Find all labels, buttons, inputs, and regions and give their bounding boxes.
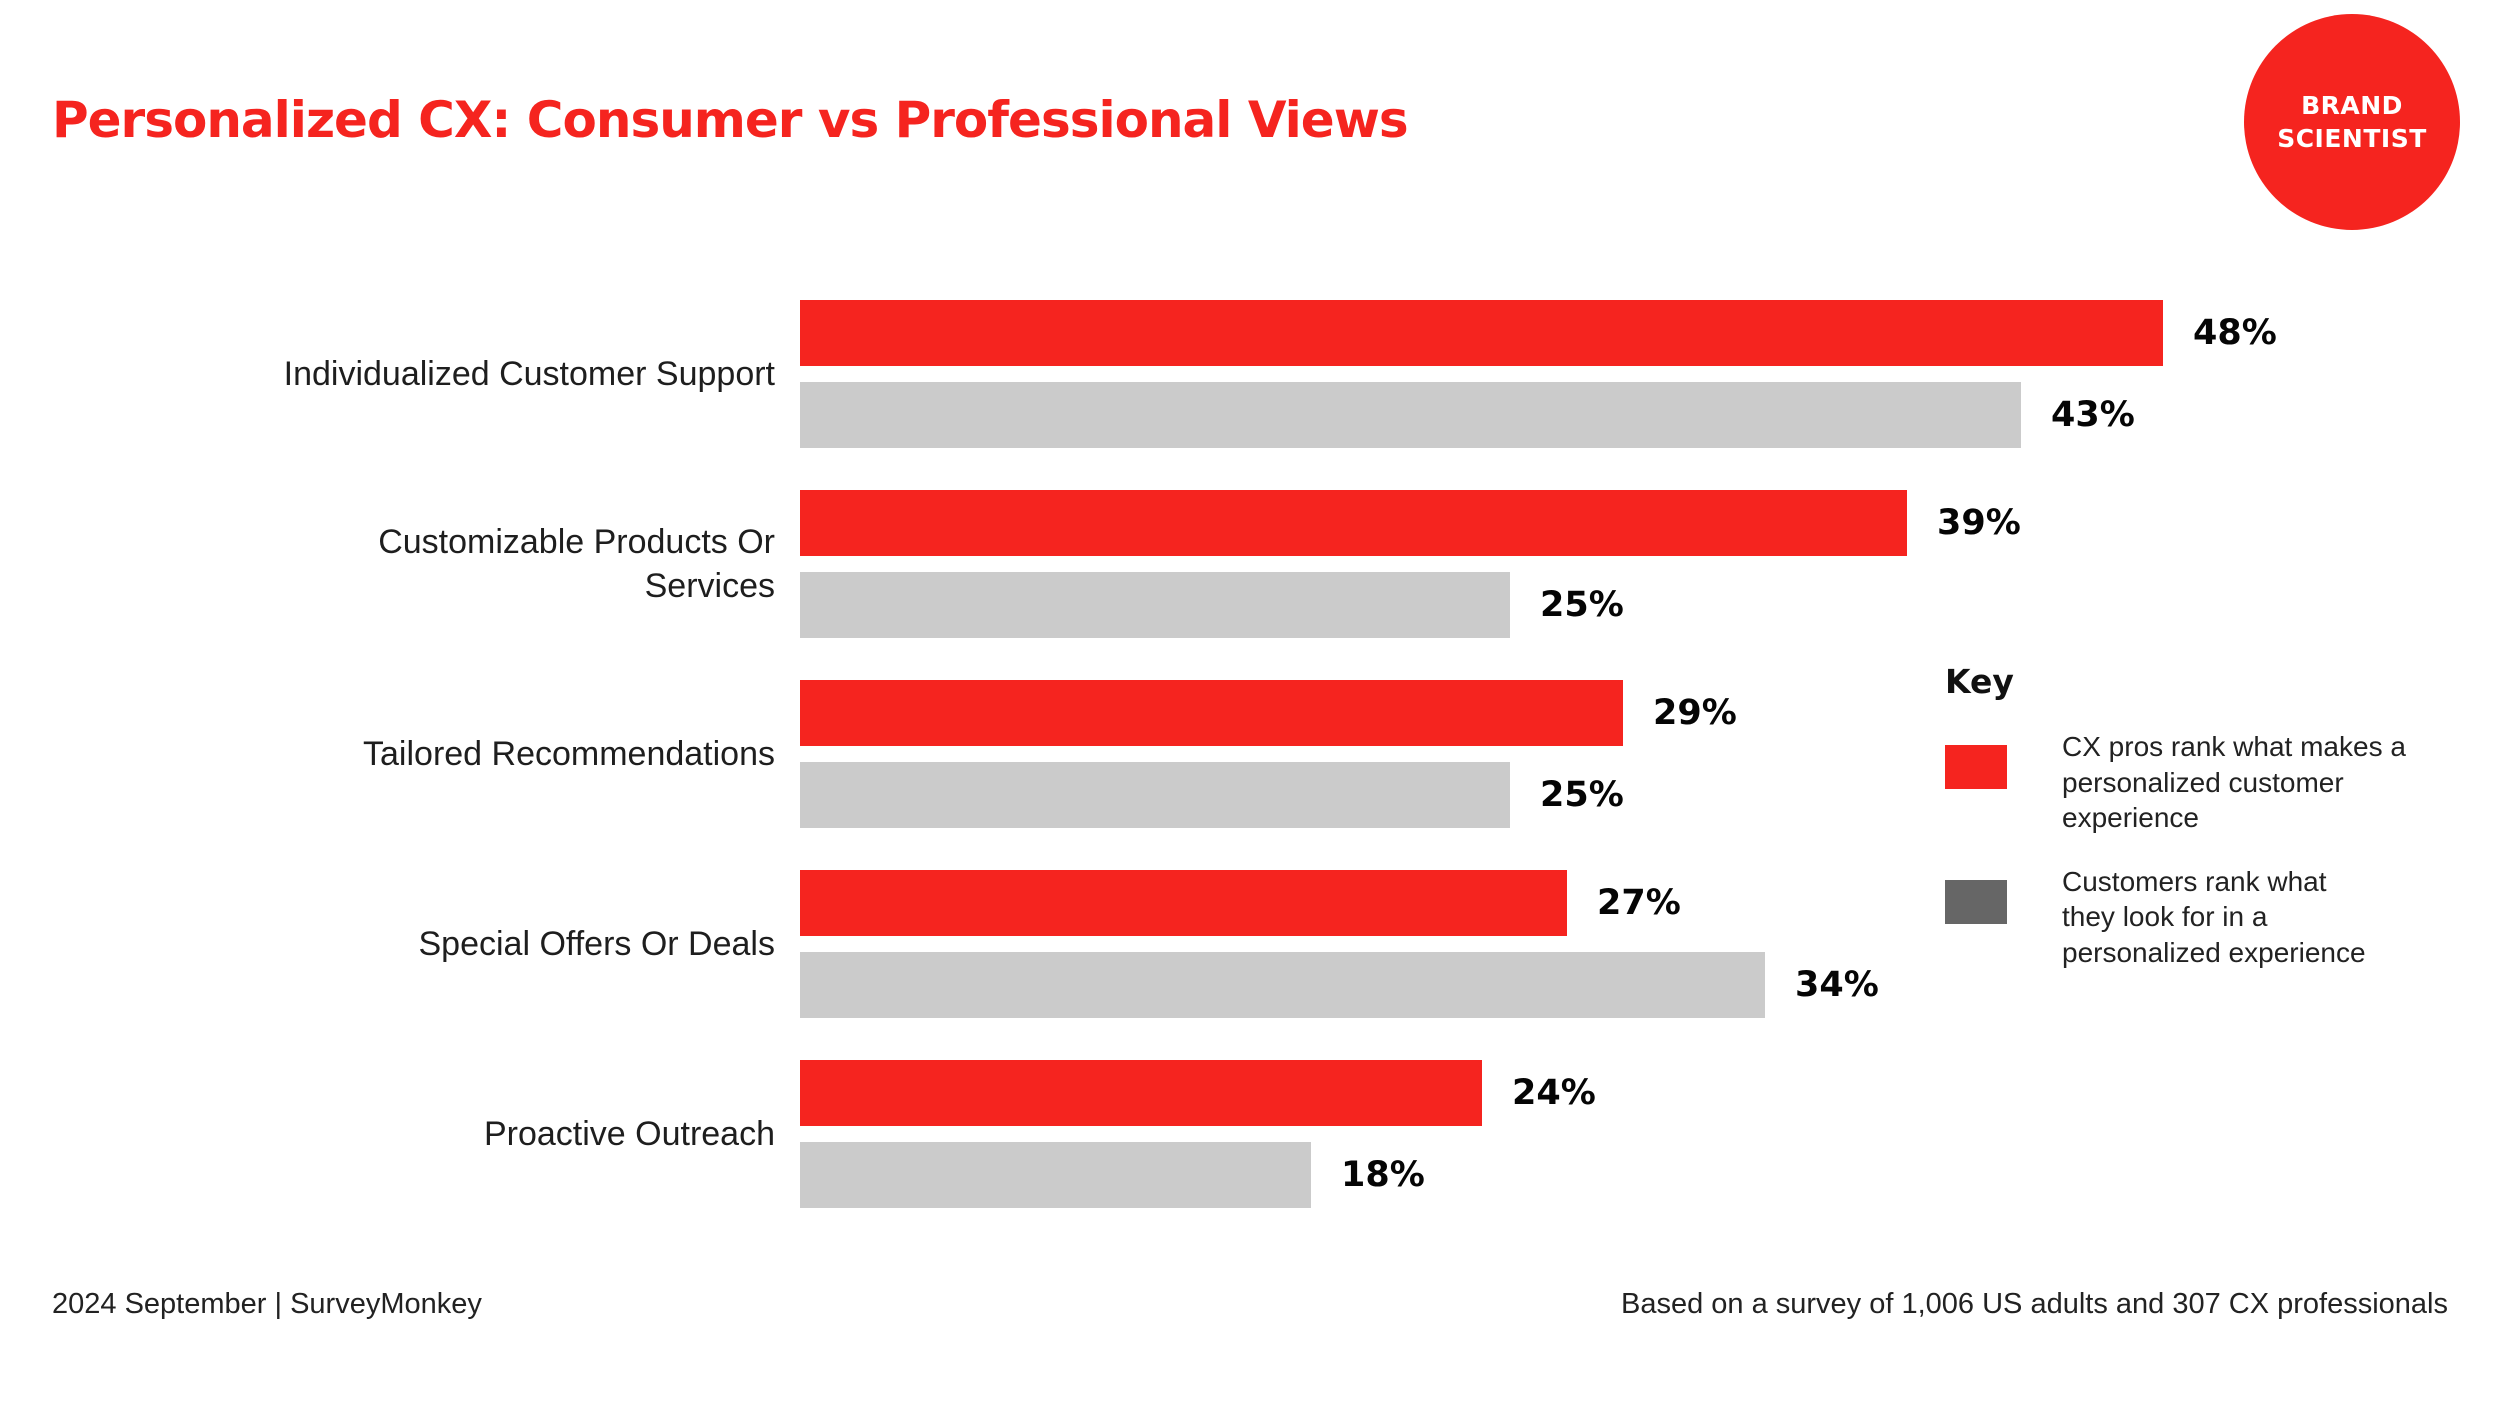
brand-badge: BRAND SCIENTIST: [2244, 14, 2460, 230]
category-label: Customizable Products Or Services: [378, 522, 775, 605]
footer-survey-note: Based on a survey of 1,006 US adults and…: [1620, 1288, 2448, 1320]
customers-bar-row: 25%: [800, 762, 1737, 828]
chart-category-group: Proactive Outreach 24% 18%: [0, 1060, 2277, 1208]
legend-label-customers: Customers rank what they look for in a p…: [2062, 865, 2366, 968]
legend-item-customers: Customers rank what they look for in a p…: [1945, 864, 2500, 971]
chart: Individualized Customer Support 48% 43% …: [0, 300, 2277, 1250]
customers-bar: [800, 762, 1510, 828]
customers-bar-row: 43%: [800, 382, 2277, 448]
pros-bar: [800, 490, 1907, 556]
pros-value-label: 24%: [1512, 1073, 1596, 1113]
pros-bar-row: 27%: [800, 870, 1879, 936]
pros-bar-row: 29%: [800, 680, 1737, 746]
pros-bar-row: 48%: [800, 300, 2277, 366]
customers-bar-row: 34%: [800, 952, 1879, 1018]
customers-bar: [800, 382, 2021, 448]
customers-value-label: 25%: [1540, 585, 1624, 625]
footer-date-source: 2024 September | SurveyMonkey: [52, 1288, 482, 1320]
pros-value-label: 27%: [1597, 883, 1681, 923]
legend: Key CX pros rank what makes a personaliz…: [1945, 662, 2500, 970]
customers-bar: [800, 952, 1765, 1018]
category-label: Special Offers Or Deals: [418, 924, 775, 963]
chart-category-group: Individualized Customer Support 48% 43%: [0, 300, 2277, 448]
customers-value-label: 25%: [1540, 775, 1624, 815]
chart-groups: Individualized Customer Support 48% 43% …: [0, 300, 2277, 1208]
customers-bar-row: 18%: [800, 1142, 1596, 1208]
pros-value-label: 48%: [2193, 313, 2277, 353]
chart-category-group: Customizable Products Or Services 39% 25…: [0, 490, 2277, 638]
pros-bar: [800, 1060, 1482, 1126]
customers-value-label: 34%: [1795, 965, 1879, 1005]
legend-swatch-pros-icon: [1945, 745, 2007, 789]
brand-badge-text: BRAND SCIENTIST: [2277, 91, 2427, 153]
chart-category-group: Special Offers Or Deals 27% 34%: [0, 870, 2277, 1018]
customers-value-label: 43%: [2051, 395, 2135, 435]
chart-category-group: Tailored Recommendations 29% 25%: [0, 680, 2277, 828]
category-label: Proactive Outreach: [483, 1114, 775, 1153]
pros-bar-row: 39%: [800, 490, 2021, 556]
pros-bar: [800, 870, 1567, 936]
pros-bar-row: 24%: [800, 1060, 1596, 1126]
pros-value-label: 29%: [1653, 693, 1737, 733]
legend-label-pros: CX pros rank what makes a personalized c…: [2062, 731, 2406, 834]
legend-item-pros: CX pros rank what makes a personalized c…: [1945, 729, 2500, 836]
page-title: Personalized CX: Consumer vs Professiona…: [52, 90, 1409, 149]
customers-bar: [800, 1142, 1311, 1208]
pros-value-label: 39%: [1937, 503, 2021, 543]
customers-value-label: 18%: [1341, 1155, 1425, 1195]
legend-title: Key: [1945, 662, 2014, 701]
customers-bar: [800, 572, 1510, 638]
customers-bar-row: 25%: [800, 572, 2021, 638]
pros-bar: [800, 300, 2163, 366]
legend-swatch-customers-icon: [1945, 879, 2007, 924]
category-label: Individualized Customer Support: [283, 354, 775, 393]
pros-bar: [800, 680, 1623, 746]
category-label: Tailored Recommendations: [363, 734, 775, 773]
